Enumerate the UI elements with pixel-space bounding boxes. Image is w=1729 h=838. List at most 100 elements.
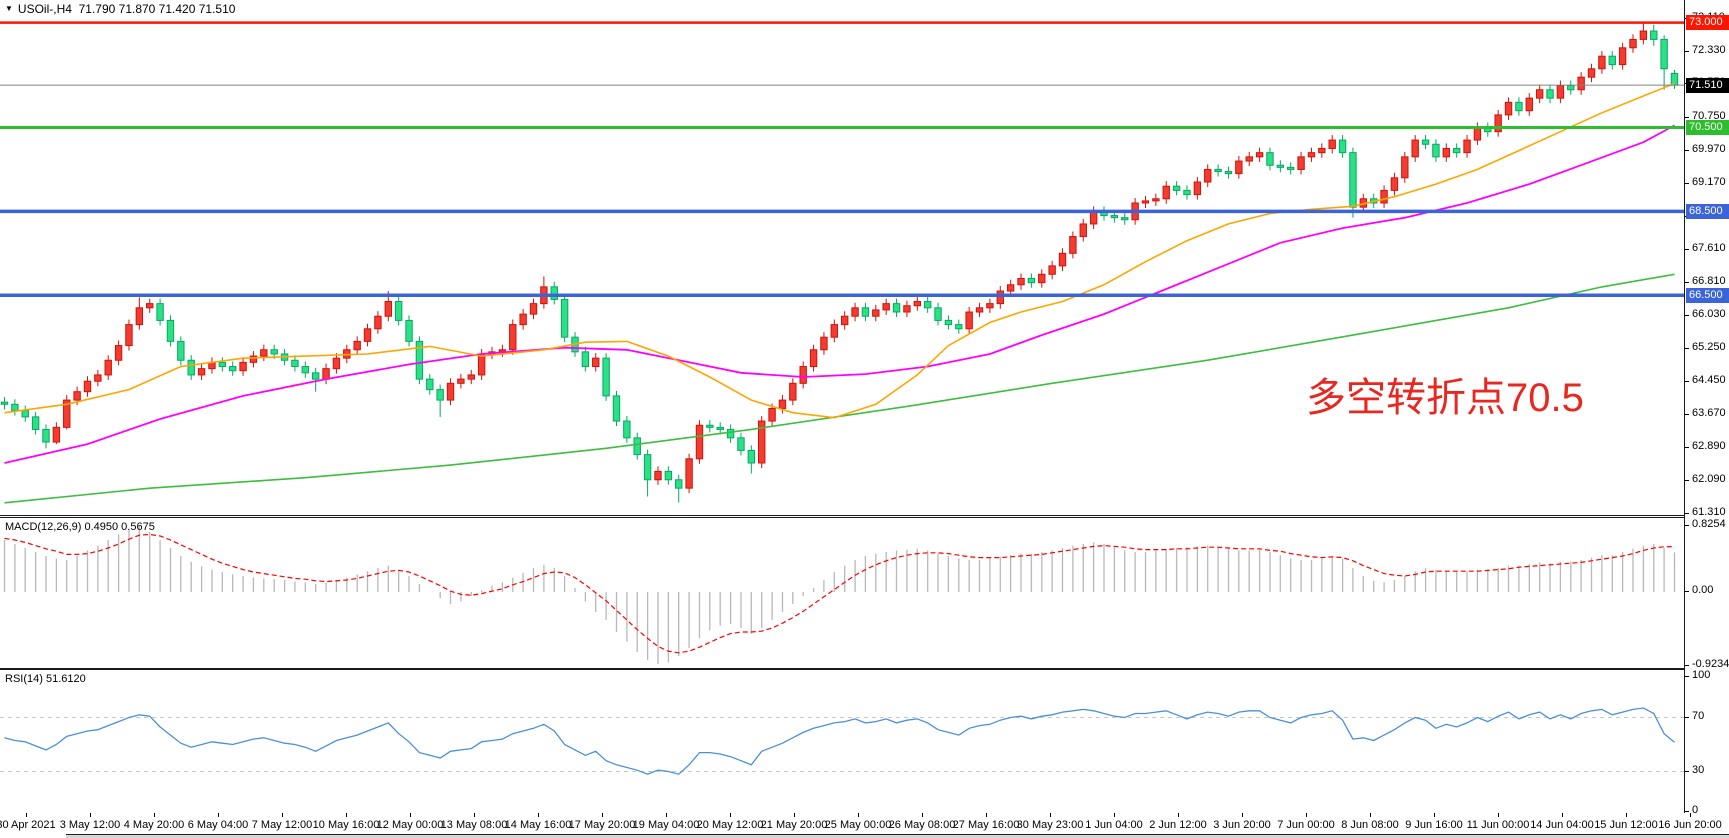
candle <box>1006 284 1015 292</box>
candle <box>509 324 517 351</box>
macd-canvas[interactable] <box>0 518 1684 668</box>
macd-values: 0.4950 0.5675 <box>84 521 155 533</box>
candle <box>1017 277 1025 286</box>
time-label: 17 May 20:00 <box>568 819 636 831</box>
price-tick-label: 66.810 <box>1692 275 1726 288</box>
candle <box>260 349 268 357</box>
time-tick <box>1050 813 1051 817</box>
candle <box>975 307 984 313</box>
candle <box>882 303 890 311</box>
price-tick-label: 63.670 <box>1692 406 1726 419</box>
rsi-tick <box>1685 811 1689 812</box>
rsi-line <box>4 707 1675 775</box>
candle <box>820 336 828 351</box>
time-label: 25 May 00:00 <box>824 819 892 831</box>
ma-line-orange <box>4 82 1675 419</box>
candle <box>1650 30 1658 40</box>
time-tick <box>1562 813 1563 817</box>
candle <box>529 303 538 315</box>
candle <box>1390 177 1399 191</box>
candle <box>228 366 237 372</box>
macd-histogram <box>3 526 1676 664</box>
candle <box>758 420 766 464</box>
price-tick <box>1685 347 1689 349</box>
price-tick-label: 62.090 <box>1692 473 1726 486</box>
macd-tick-label: 0.00 <box>1692 584 1714 596</box>
candle <box>1504 101 1513 116</box>
time-axis[interactable]: 30 Apr 2021 3 May 12:00 4 May 20:00 6 May 0… <box>0 813 1729 838</box>
time-label: 11 Jun 00:00 <box>1466 819 1530 831</box>
rsi-canvas[interactable] <box>0 670 1684 814</box>
time-tick <box>986 813 987 817</box>
price-tick-label: 69.170 <box>1692 176 1726 189</box>
price-chart-panel[interactable]: ▼ USOil-,H4 71.790 71.870 71.420 71.510 多… <box>0 0 1684 516</box>
time-label: 14 May 16:00 <box>504 819 572 831</box>
candle <box>1276 164 1285 168</box>
candle <box>581 351 590 368</box>
time-tick <box>666 813 667 817</box>
candle <box>654 470 662 481</box>
candle <box>363 328 372 342</box>
time-label: 30 Apr 2021 <box>0 819 56 831</box>
candle <box>1172 185 1181 191</box>
candle <box>394 301 403 321</box>
candle <box>685 458 693 489</box>
candle <box>675 479 683 489</box>
time-tick <box>410 813 411 817</box>
price-axis[interactable]: 73.11072.33071.55070.75069.97069.17068.3… <box>1684 0 1729 838</box>
candle <box>1442 147 1451 158</box>
candle <box>1204 168 1212 183</box>
candle <box>1670 72 1679 86</box>
candle <box>311 372 320 380</box>
candle <box>1183 189 1191 196</box>
candle <box>21 410 29 418</box>
price-tick <box>1685 413 1689 415</box>
candle <box>923 301 932 309</box>
macd-tick-label: -0.9234 <box>1692 657 1729 670</box>
candle <box>768 407 776 422</box>
candlestick-canvas[interactable] <box>0 0 1684 515</box>
time-label: 19 May 04:00 <box>632 819 700 831</box>
time-tick <box>602 813 603 817</box>
time-tick <box>26 813 27 817</box>
chinese-annotation-text[interactable]: 多空转折点70.5 <box>1306 376 1584 420</box>
candle <box>457 378 465 384</box>
candle <box>353 340 361 351</box>
candle <box>1162 185 1170 200</box>
price-tick <box>1685 381 1689 383</box>
candle <box>955 324 963 330</box>
candle <box>1110 215 1119 219</box>
candle <box>177 340 185 361</box>
candle <box>550 286 558 300</box>
candle <box>1193 181 1202 196</box>
candle <box>218 361 227 368</box>
macd-panel[interactable]: MACD(12,26,9) 0.4950 0.5675 <box>0 517 1684 669</box>
time-label: 10 May 16:00 <box>312 819 380 831</box>
time-tick <box>154 813 155 817</box>
candle <box>1318 147 1326 154</box>
candle <box>1411 139 1419 158</box>
candle <box>270 349 278 355</box>
rsi-panel[interactable]: RSI(14) 51.6120 <box>0 669 1684 815</box>
time-tick <box>1498 813 1499 817</box>
price-tick-label: 62.890 <box>1692 439 1726 452</box>
macd-tick <box>1685 524 1689 526</box>
price-tick-label: 64.450 <box>1692 374 1726 387</box>
time-tick <box>922 813 923 817</box>
time-label: 13 May 08:00 <box>440 819 508 831</box>
candle <box>426 378 434 391</box>
candle <box>1432 143 1440 158</box>
ohlc-values: 71.790 71.870 71.420 71.510 <box>78 2 236 16</box>
candle <box>52 426 61 443</box>
candle <box>1224 171 1233 175</box>
candle <box>405 319 413 342</box>
candle <box>965 311 973 330</box>
time-tick <box>346 813 347 817</box>
bottom-scroll-edge <box>66 834 1729 838</box>
time-tick <box>1434 813 1435 817</box>
dropdown-arrow-icon[interactable]: ▼ <box>5 4 13 13</box>
candle <box>83 380 92 393</box>
time-label: 12 May 00:00 <box>376 819 444 831</box>
candle <box>747 449 756 464</box>
